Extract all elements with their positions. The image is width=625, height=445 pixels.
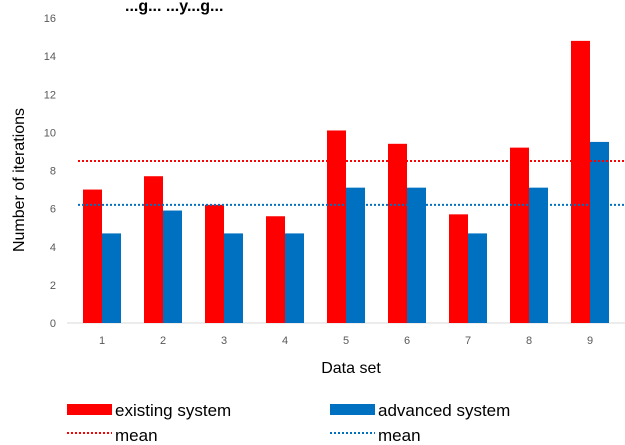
x-tick-label: 2 xyxy=(160,335,166,347)
bar-advanced-system-3 xyxy=(224,233,243,323)
bar-existing-system-5 xyxy=(327,130,346,323)
x-tick-label: 9 xyxy=(587,335,593,347)
y-tick-label: 12 xyxy=(44,89,56,101)
chart-title: ...g... ...y...g... xyxy=(125,0,223,15)
legend-label-mean-advanced: mean xyxy=(378,426,421,445)
y-tick-label: 16 xyxy=(44,13,56,25)
x-tick-label: 4 xyxy=(282,335,288,347)
bar-existing-system-7 xyxy=(449,214,468,323)
bar-existing-system-4 xyxy=(266,216,285,323)
legend-swatch-advanced-system xyxy=(330,404,375,415)
legend: existing system advanced system mean mea… xyxy=(67,401,510,445)
bar-advanced-system-7 xyxy=(468,233,487,323)
bar-advanced-system-9 xyxy=(590,141,609,323)
legend-label-advanced-system: advanced system xyxy=(378,401,510,420)
x-axis-title: Data set xyxy=(321,360,381,377)
bar-advanced-system-6 xyxy=(407,187,426,323)
bar-existing-system-8 xyxy=(510,147,529,323)
bar-existing-system-1 xyxy=(83,189,102,323)
y-tick-label: 4 xyxy=(50,242,56,254)
bar-existing-system-6 xyxy=(388,143,407,323)
y-tick-label: 14 xyxy=(44,51,56,63)
y-axis-ticks: 0 2 4 6 8 10 12 14 16 xyxy=(44,13,56,330)
legend-label-mean-existing: mean xyxy=(115,426,158,445)
y-tick-label: 10 xyxy=(44,127,56,139)
x-axis-ticks: 1 2 3 4 5 6 7 8 9 xyxy=(99,335,593,347)
y-tick-label: 8 xyxy=(50,166,56,178)
x-tick-label: 8 xyxy=(526,335,532,347)
bar-existing-system-3 xyxy=(205,204,224,323)
mean-lines xyxy=(78,159,625,206)
x-tick-label: 3 xyxy=(221,335,227,347)
legend-swatch-existing-system xyxy=(67,404,112,415)
bar-existing-system-2 xyxy=(144,176,163,323)
y-tick-label: 0 xyxy=(50,318,56,330)
bar-advanced-system-2 xyxy=(163,210,182,323)
bar-advanced-system-5 xyxy=(346,187,365,323)
legend-label-existing-system: existing system xyxy=(115,401,231,420)
bar-advanced-system-1 xyxy=(102,233,121,323)
x-tick-label: 1 xyxy=(99,335,105,347)
bar-existing-system-9 xyxy=(571,40,590,323)
y-tick-label: 2 xyxy=(50,280,56,292)
bars xyxy=(83,40,609,323)
x-tick-label: 6 xyxy=(404,335,410,347)
y-axis-title: Number of iterations xyxy=(11,108,28,252)
bar-advanced-system-4 xyxy=(285,233,304,323)
bar-advanced-system-8 xyxy=(529,187,548,323)
y-tick-label: 6 xyxy=(50,204,56,216)
x-tick-label: 5 xyxy=(343,335,349,347)
x-tick-label: 7 xyxy=(465,335,471,347)
